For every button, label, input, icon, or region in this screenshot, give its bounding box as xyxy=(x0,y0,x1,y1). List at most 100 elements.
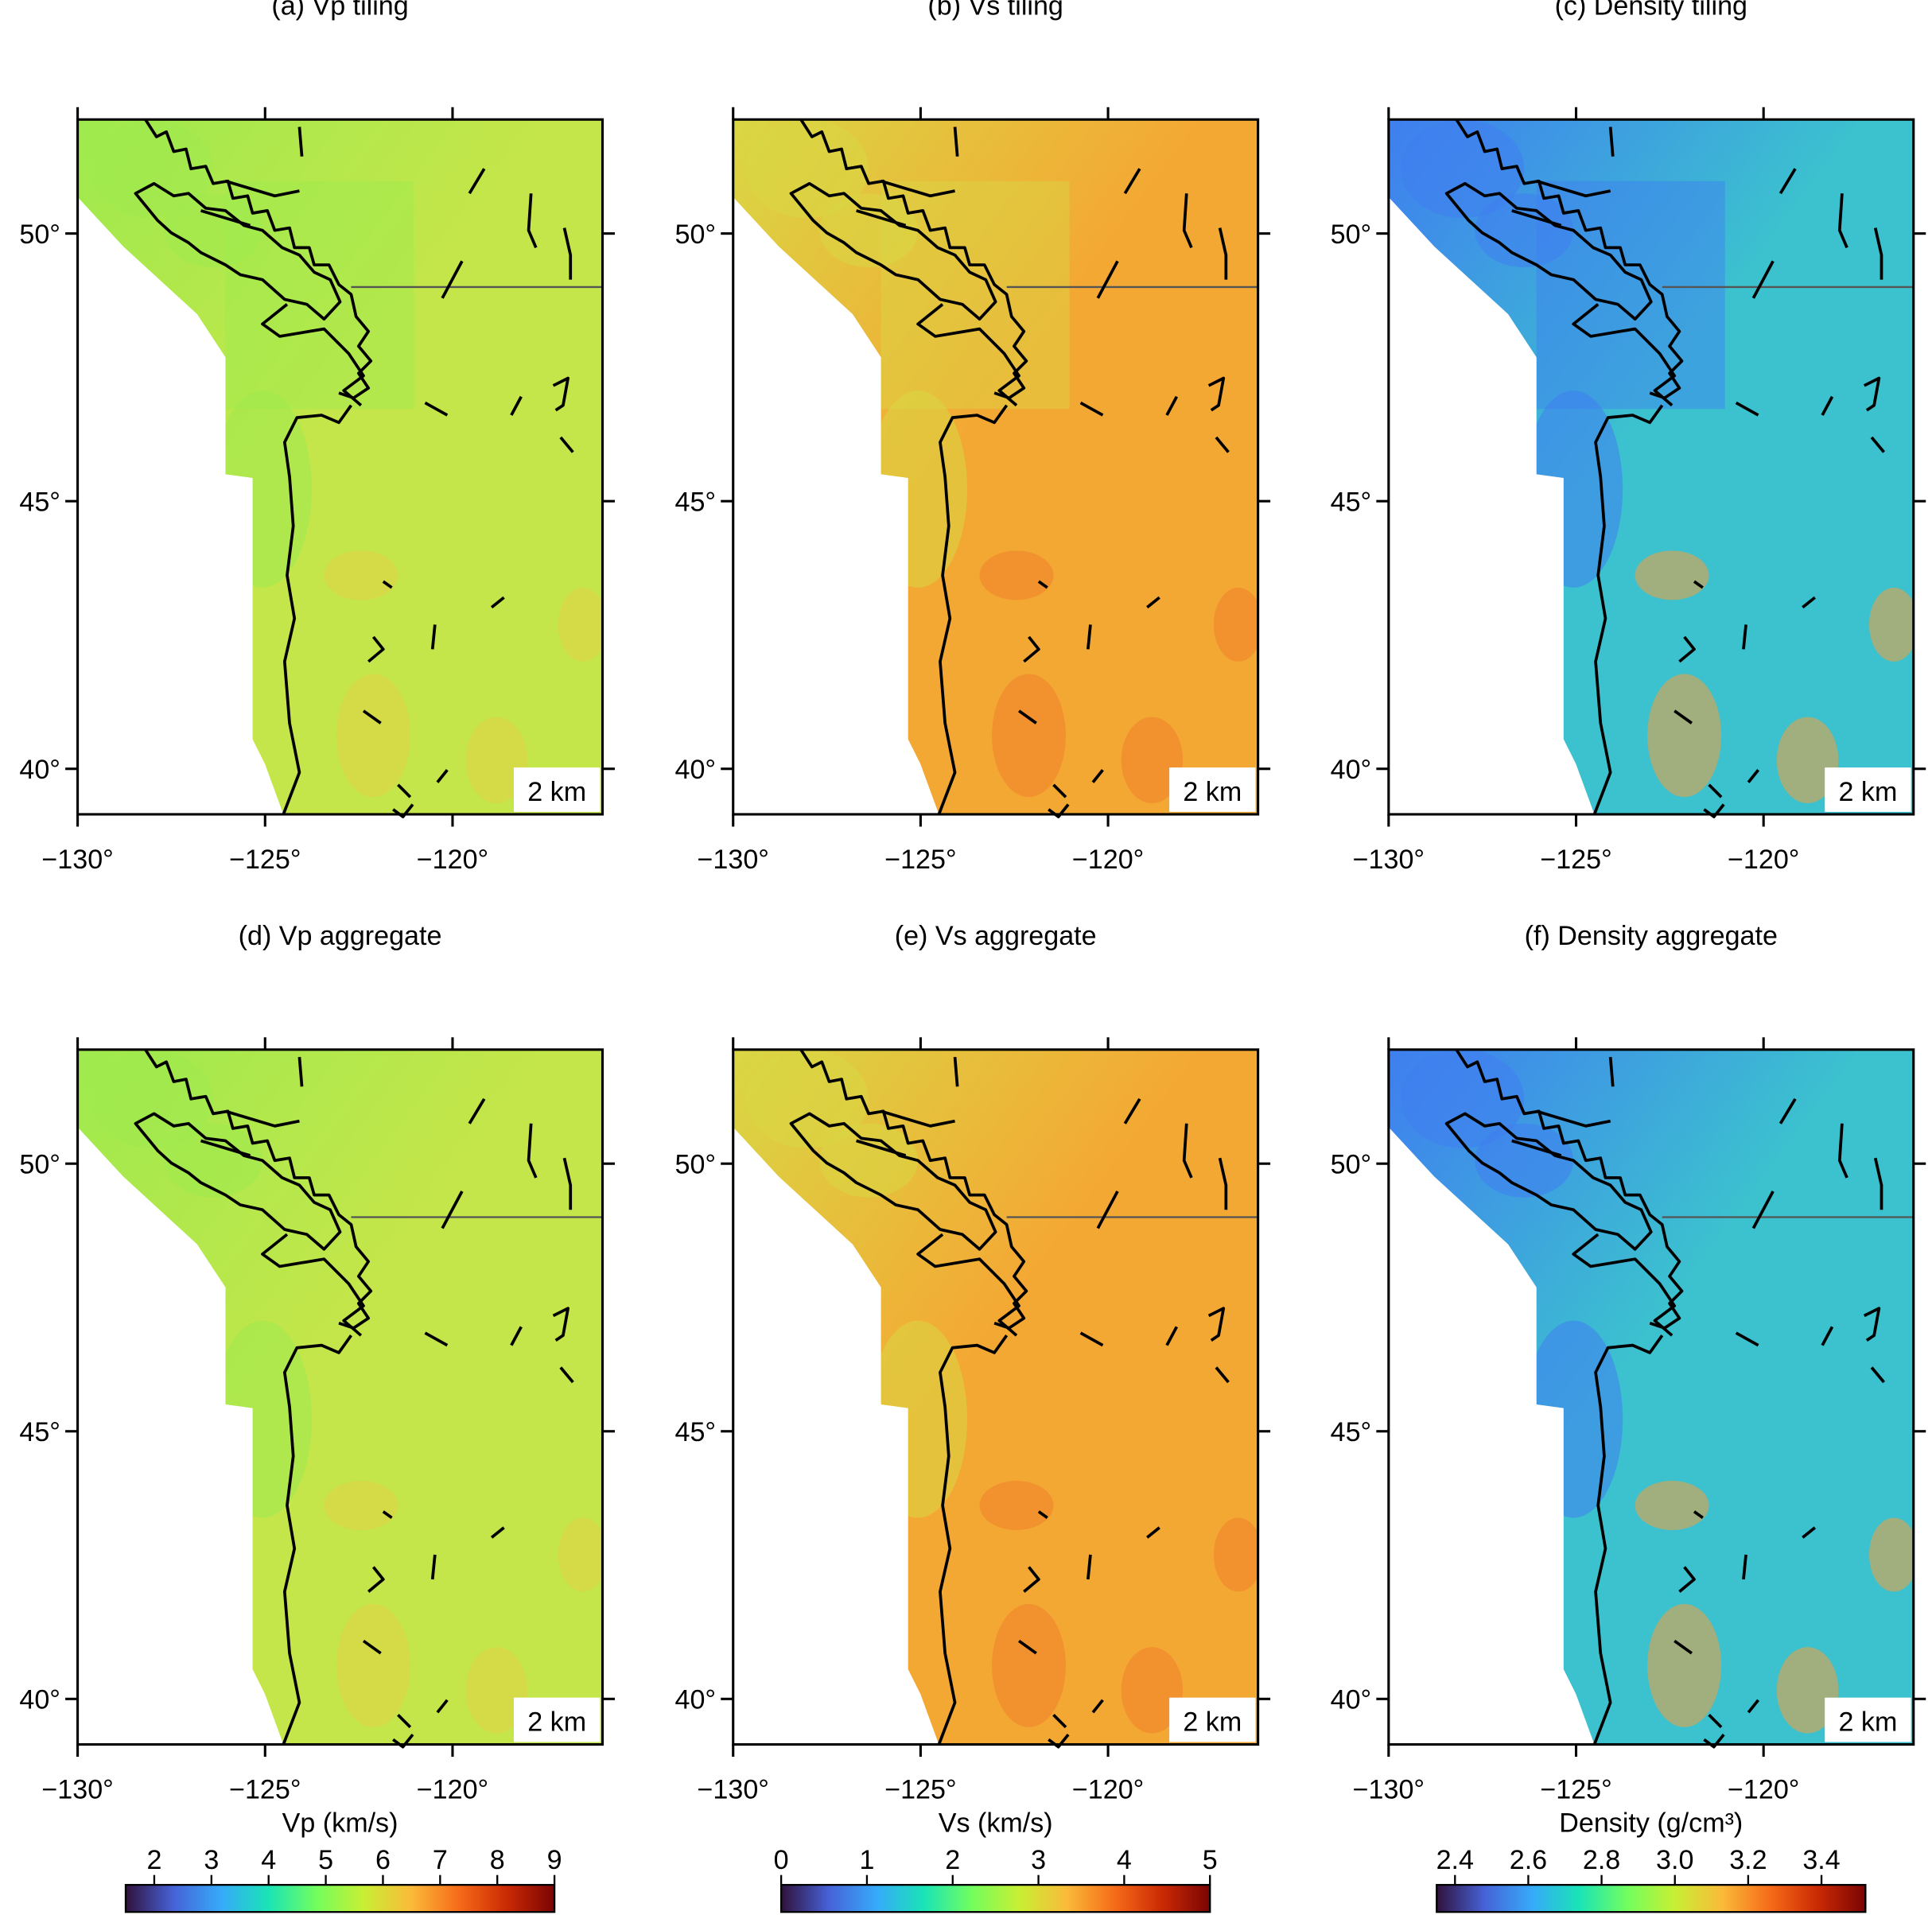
depth-label: 2 km xyxy=(1839,1707,1898,1737)
field-anomaly xyxy=(1121,1647,1184,1734)
depth-label-box xyxy=(1825,767,1911,812)
y-tick-label: 40° xyxy=(19,755,60,785)
y-tick-label: 45° xyxy=(19,1417,60,1447)
depth-label: 2 km xyxy=(527,777,586,807)
field-anomaly xyxy=(979,550,1054,600)
colorbar-tick-label: 2.6 xyxy=(1510,1845,1547,1875)
panel-title: (e) Vs aggregate xyxy=(895,921,1097,951)
colorbar-title: Vs (km/s) xyxy=(939,1808,1053,1839)
field-anomaly xyxy=(1635,1481,1709,1530)
y-tick-label: 45° xyxy=(1331,487,1372,518)
no-data xyxy=(77,1127,284,1745)
colorbar-tick-label: 4 xyxy=(1117,1845,1132,1875)
model-field xyxy=(733,119,1258,814)
depth-label-box xyxy=(1825,1697,1911,1742)
field-anomaly xyxy=(465,1647,528,1734)
field-anomaly xyxy=(164,193,262,268)
x-tick-label: −130° xyxy=(698,845,769,875)
y-tick-label: 50° xyxy=(19,1150,60,1180)
model-field xyxy=(77,1049,603,1745)
depth-label-box xyxy=(513,767,601,812)
field-anomaly xyxy=(819,193,919,268)
colorbar-tick-label: 8 xyxy=(490,1845,505,1875)
colorbar-tick-label: 9 xyxy=(547,1845,562,1875)
field-anomaly xyxy=(1475,1123,1574,1198)
field-anomaly xyxy=(1213,587,1258,662)
colorbar-title: Vp (km/s) xyxy=(282,1808,398,1839)
panel-title: (b) Vs tiling xyxy=(927,0,1063,21)
depth-label-box xyxy=(1169,767,1256,812)
map-frame xyxy=(732,1048,1260,1746)
colorbar-tick-label: 5 xyxy=(1203,1845,1218,1875)
y-tick-label: 50° xyxy=(674,219,716,250)
panel-title: (d) Vp aggregate xyxy=(239,921,442,951)
field-anomaly xyxy=(1776,1647,1839,1734)
field-anomaly xyxy=(336,674,410,798)
model-field xyxy=(1388,119,1914,814)
y-tick-label: 40° xyxy=(674,1685,716,1715)
y-tick-label: 50° xyxy=(19,219,60,250)
field-anomaly xyxy=(1475,193,1574,268)
map-panel: (d) Vp aggregate −130° −125° −120° 40° 45° 50°… xyxy=(19,921,616,1805)
x-tick-label: −125° xyxy=(1540,845,1611,875)
field-anomaly xyxy=(819,1123,919,1198)
field-anomaly xyxy=(558,1517,603,1592)
depth-label: 2 km xyxy=(1183,777,1242,807)
y-tick-label: 45° xyxy=(19,487,60,518)
no-data xyxy=(1388,196,1595,814)
map-frame xyxy=(76,1048,604,1746)
no-data xyxy=(77,196,284,814)
x-tick-label: −120° xyxy=(417,845,488,875)
map-panel: (c) Density tiling −130° −125° −120° 40° 45° 5… xyxy=(1331,0,1926,875)
y-tick-label: 50° xyxy=(674,1150,716,1180)
y-tick-label: 45° xyxy=(674,487,716,518)
colorbar-tick-label: 2.4 xyxy=(1436,1845,1474,1875)
map-panel: (a) Vp tiling −130° −125° −120° 40° 45° 50° 2 k… xyxy=(19,0,616,875)
field-anomaly xyxy=(324,550,398,600)
colorbar-tick-label: 6 xyxy=(375,1845,391,1875)
field-anomaly xyxy=(164,1123,262,1198)
colorbar-ramp xyxy=(779,1883,1211,1913)
tile-inset xyxy=(225,181,414,410)
x-tick-label: −120° xyxy=(417,1775,488,1805)
colorbar: Vp (km/s) 2 3 4 5 6 7 8 9 xyxy=(124,1808,562,1913)
model-field xyxy=(1388,1049,1914,1745)
colorbar-tick-label: 3.0 xyxy=(1656,1845,1693,1875)
colorbar-tick-label: 7 xyxy=(433,1845,448,1875)
x-tick-label: −125° xyxy=(884,1775,956,1805)
y-tick-label: 40° xyxy=(1331,755,1372,785)
map-frame xyxy=(1387,118,1915,816)
field-anomaly xyxy=(324,1481,398,1530)
x-tick-label: −125° xyxy=(884,845,956,875)
colorbar-tick-label: 0 xyxy=(774,1845,789,1875)
x-tick-label: −130° xyxy=(698,1775,769,1805)
colorbar-tick-label: 4 xyxy=(261,1845,276,1875)
x-tick-label: −120° xyxy=(1072,1775,1144,1805)
x-tick-label: −120° xyxy=(1072,845,1144,875)
field-anomaly xyxy=(1647,1603,1722,1727)
colorbar-tick-label: 5 xyxy=(318,1845,333,1875)
y-tick-label: 40° xyxy=(1331,1685,1372,1715)
map-frame xyxy=(76,118,604,816)
y-tick-label: 50° xyxy=(1331,1150,1372,1180)
field-anomaly xyxy=(992,674,1066,798)
colorbar-ramp xyxy=(1436,1883,1867,1913)
figure-body: (a) Vp tiling −130° −125° −120° 40° 45° 50° 2 k… xyxy=(19,0,1926,1913)
field-anomaly xyxy=(992,1603,1066,1727)
x-tick-label: −125° xyxy=(1540,1775,1611,1805)
map-frame xyxy=(732,118,1260,816)
depth-label: 2 km xyxy=(527,1707,586,1737)
model-field xyxy=(77,119,603,814)
x-tick-label: −130° xyxy=(41,845,113,875)
field-anomaly xyxy=(1213,1517,1258,1592)
colorbar-ramp xyxy=(124,1883,556,1913)
map-panel: (b) Vs tiling −130° −125° −120° 40° 45° 50° 2 k… xyxy=(674,0,1271,875)
field-anomaly xyxy=(1635,550,1709,600)
x-tick-label: −130° xyxy=(41,1775,113,1805)
no-data xyxy=(1388,1127,1595,1745)
panel-title: (a) Vp tiling xyxy=(271,0,408,21)
y-tick-label: 40° xyxy=(674,755,716,785)
no-data xyxy=(733,1127,939,1745)
map-frame xyxy=(1387,1048,1915,1746)
